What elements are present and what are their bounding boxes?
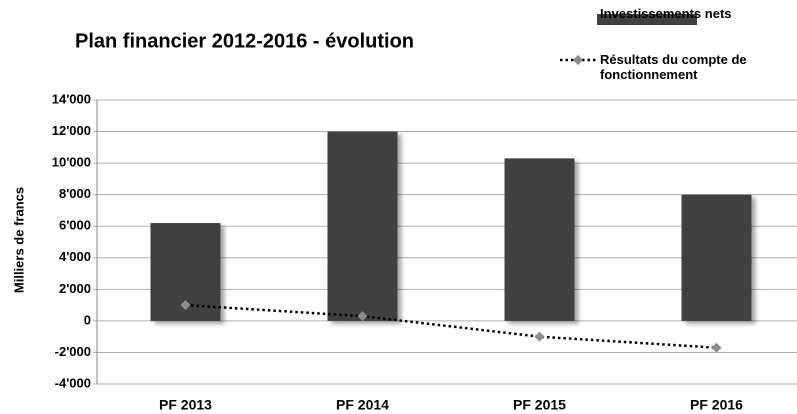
x-tick-label: PF 2016 — [690, 397, 743, 413]
bar — [327, 131, 398, 321]
y-tick-label: 8'000 — [59, 186, 91, 201]
y-tick-label: 12'000 — [52, 123, 91, 138]
y-tick-label: -2'000 — [55, 344, 91, 359]
bar — [681, 194, 752, 321]
x-tick-label: PF 2015 — [513, 397, 566, 413]
marker — [180, 300, 191, 311]
y-tick-label: 6'000 — [59, 218, 91, 233]
legend-label: Résultats du compte de fonctionnement — [600, 52, 747, 82]
bar — [504, 158, 575, 321]
y-tick-label: 10'000 — [52, 155, 91, 170]
y-tick-label: 4'000 — [59, 249, 91, 264]
marker — [357, 311, 368, 322]
legend-label: Investissements nets — [600, 6, 732, 21]
marker — [711, 342, 722, 353]
y-tick-label: 0 — [84, 312, 91, 327]
chart-title: Plan financier 2012-2016 - évolution — [75, 30, 414, 52]
legend-swatch — [597, 14, 697, 25]
x-tick-label: PF 2014 — [336, 397, 389, 413]
line — [185, 303, 717, 349]
y-tick-label: 2'000 — [59, 281, 91, 296]
y-tick-label: 14'000 — [52, 91, 91, 106]
y-axis-label: Milliers de francs — [11, 187, 26, 293]
legend-swatch — [573, 55, 583, 65]
y-tick-label: -4'000 — [55, 375, 91, 390]
marker — [534, 331, 545, 342]
x-tick-label: PF 2013 — [159, 397, 212, 413]
